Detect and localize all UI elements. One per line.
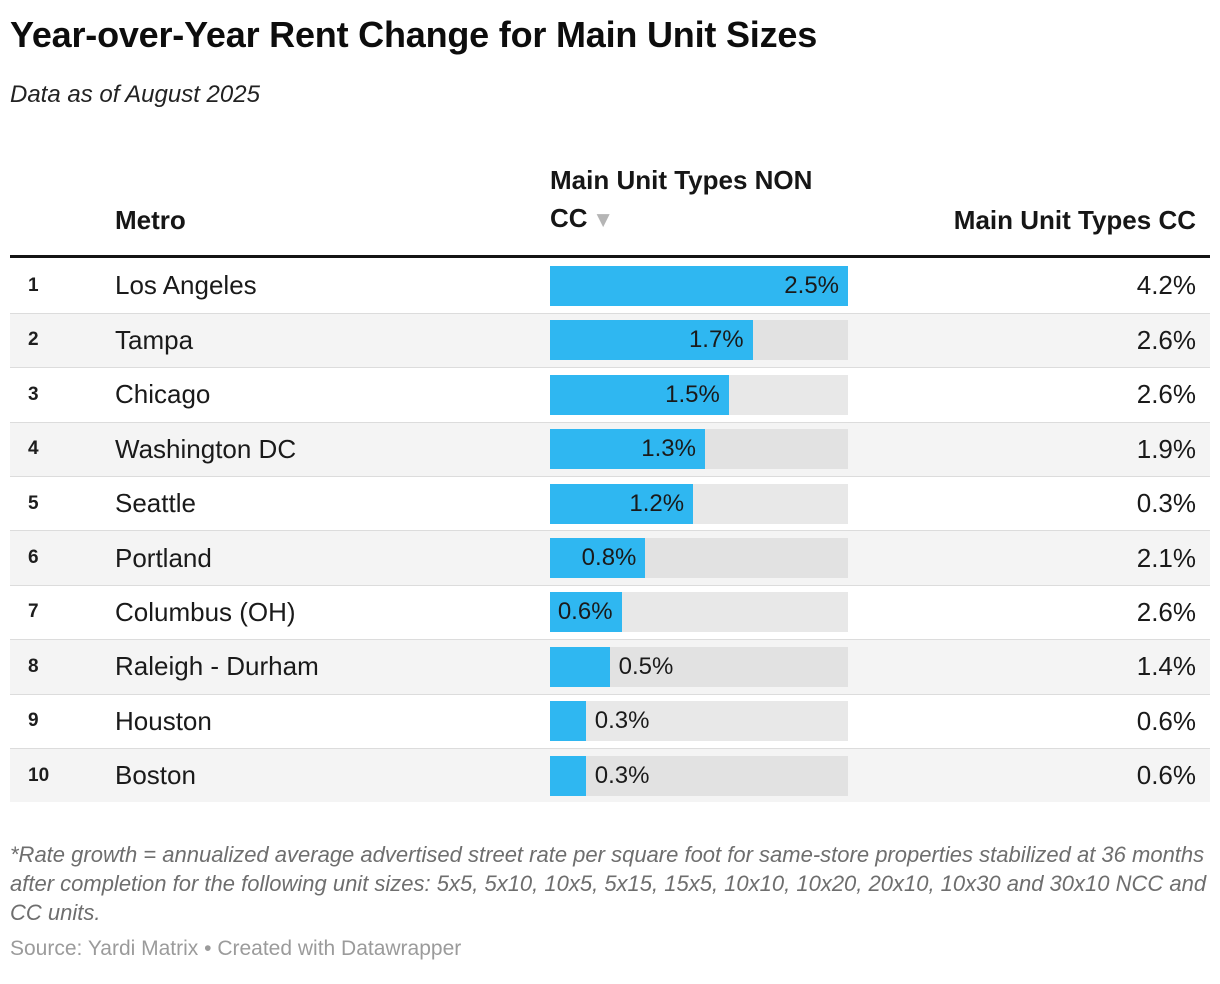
cc-value: 2.6% <box>1136 379 1196 410</box>
non-cc-bar <box>550 646 610 687</box>
bar-track: 0.3% <box>550 701 848 742</box>
bar-track: 0.8% <box>550 538 848 579</box>
column-header-cc[interactable]: Main Unit Types CC <box>848 201 1210 239</box>
non-cc-value-label: 0.5% <box>618 652 674 680</box>
non-cc-value-label: 0.8% <box>581 544 637 572</box>
non-cc-bar <box>550 538 646 579</box>
table-row: 6 Portland 0.8% 2.1% <box>10 530 1210 585</box>
non-cc-bar-cell: 0.3% <box>550 755 848 796</box>
metro-name: Columbus (OH) <box>115 596 296 627</box>
row-rank: 8 <box>28 655 39 677</box>
bar-track: 0.5% <box>550 646 848 687</box>
non-cc-bar <box>550 320 753 361</box>
non-cc-value-label: 0.3% <box>594 761 650 789</box>
table-row: 8 Raleigh - Durham 0.5% 1.4% <box>10 639 1210 694</box>
non-cc-bar-cell: 1.7% <box>550 320 848 361</box>
row-rank: 7 <box>28 601 39 623</box>
footnote: *Rate growth = annualized average advert… <box>10 842 1207 926</box>
cc-value: 0.6% <box>1136 705 1196 736</box>
cc-value: 2.6% <box>1136 596 1196 627</box>
non-cc-bar <box>550 265 848 306</box>
bar-track: 2.5% <box>550 265 848 306</box>
row-rank: 5 <box>28 492 39 514</box>
non-cc-bar-cell: 0.8% <box>550 538 848 579</box>
source-attribution: Source: Yardi Matrix • Created with Data… <box>10 937 462 961</box>
non-cc-value-label: 1.7% <box>688 326 744 354</box>
non-cc-value-label: 0.6% <box>557 598 613 626</box>
table-row: 4 Washington DC 1.3% 1.9% <box>10 421 1210 476</box>
metro-name: Portland <box>115 542 212 573</box>
table-row: 1 Los Angeles 2.5% 4.2% <box>10 258 1210 312</box>
non-cc-bar-cell: 1.5% <box>550 374 848 415</box>
metro-name: Chicago <box>115 379 211 410</box>
table-header-row: Metro Main Unit Types NON CC ▼ Main Unit … <box>10 161 1210 259</box>
non-cc-bar <box>550 374 729 415</box>
column-header-non-cc[interactable]: Main Unit Types NON CC ▼ <box>550 161 848 239</box>
chart-subtitle: Data as of August 2025 <box>10 81 260 109</box>
row-rank: 9 <box>28 710 39 732</box>
rent-change-table: Metro Main Unit Types NON CC ▼ Main Unit … <box>10 161 1210 803</box>
metro-name: Houston <box>115 705 212 736</box>
non-cc-value-label: 0.3% <box>594 707 650 735</box>
metro-name: Raleigh - Durham <box>115 651 319 682</box>
metro-name: Los Angeles <box>115 270 257 301</box>
non-cc-bar <box>550 483 694 524</box>
non-cc-bar <box>550 755 586 796</box>
non-cc-bar-cell: 0.5% <box>550 646 848 687</box>
column-header-metro-label: Metro <box>115 205 186 236</box>
cc-value: 4.2% <box>1136 270 1196 301</box>
cc-value: 2.1% <box>1136 542 1196 573</box>
table-body: 1 Los Angeles 2.5% 4.2% 2 Tampa 1.7% 2.6… <box>10 258 1210 803</box>
table-row: 10 Boston 0.3% 0.6% <box>10 747 1210 803</box>
bar-track: 0.6% <box>550 592 848 633</box>
non-cc-bar <box>550 701 586 742</box>
metro-name: Boston <box>115 760 196 791</box>
row-rank: 4 <box>28 438 39 460</box>
non-cc-bar <box>550 429 705 470</box>
cc-value: 0.3% <box>1136 488 1196 519</box>
table-row: 2 Tampa 1.7% 2.6% <box>10 312 1210 368</box>
cc-value: 1.9% <box>1136 433 1196 464</box>
bar-track: 0.3% <box>550 755 848 796</box>
non-cc-bar-cell: 0.6% <box>550 592 848 633</box>
row-rank: 1 <box>28 274 39 296</box>
bar-track: 1.5% <box>550 374 848 415</box>
row-rank: 6 <box>28 547 39 569</box>
non-cc-value-label: 2.5% <box>784 271 839 299</box>
table-row: 7 Columbus (OH) 0.6% 2.6% <box>10 584 1210 639</box>
metro-name: Tampa <box>115 324 194 355</box>
row-rank: 10 <box>28 764 50 786</box>
column-header-cc-label: Main Unit Types CC <box>953 205 1196 236</box>
cc-value: 2.6% <box>1136 324 1196 355</box>
metro-name: Washington DC <box>115 433 297 464</box>
chart-title: Year-over-Year Rent Change for Main Unit… <box>10 14 818 55</box>
non-cc-bar-cell: 1.3% <box>550 429 848 470</box>
table-row: 5 Seattle 1.2% 0.3% <box>10 475 1210 530</box>
column-header-non-cc-label: Main Unit Types NON CC <box>550 165 813 234</box>
cc-value: 0.6% <box>1136 760 1196 791</box>
chart-container: Year-over-Year Rent Change for Main Unit… <box>0 14 1220 961</box>
cc-value: 1.4% <box>1136 651 1196 682</box>
bar-track: 1.3% <box>550 429 848 470</box>
column-header-metro[interactable]: Metro <box>115 201 550 239</box>
non-cc-value-label: 1.5% <box>665 380 720 408</box>
metro-name: Seattle <box>115 488 196 519</box>
non-cc-value-label: 1.3% <box>641 435 696 463</box>
row-rank: 2 <box>28 329 39 351</box>
non-cc-value-label: 1.2% <box>629 489 685 517</box>
row-rank: 3 <box>28 383 39 405</box>
bar-track: 1.7% <box>550 320 848 361</box>
table-row: 9 Houston 0.3% 0.6% <box>10 693 1210 748</box>
table-row: 3 Chicago 1.5% 2.6% <box>10 367 1210 421</box>
non-cc-bar <box>550 592 622 633</box>
sort-descending-icon: ▼ <box>596 210 610 231</box>
bar-track: 1.2% <box>550 483 848 524</box>
non-cc-bar-cell: 1.2% <box>550 483 848 524</box>
non-cc-bar-cell: 2.5% <box>550 265 848 306</box>
non-cc-bar-cell: 0.3% <box>550 701 848 742</box>
